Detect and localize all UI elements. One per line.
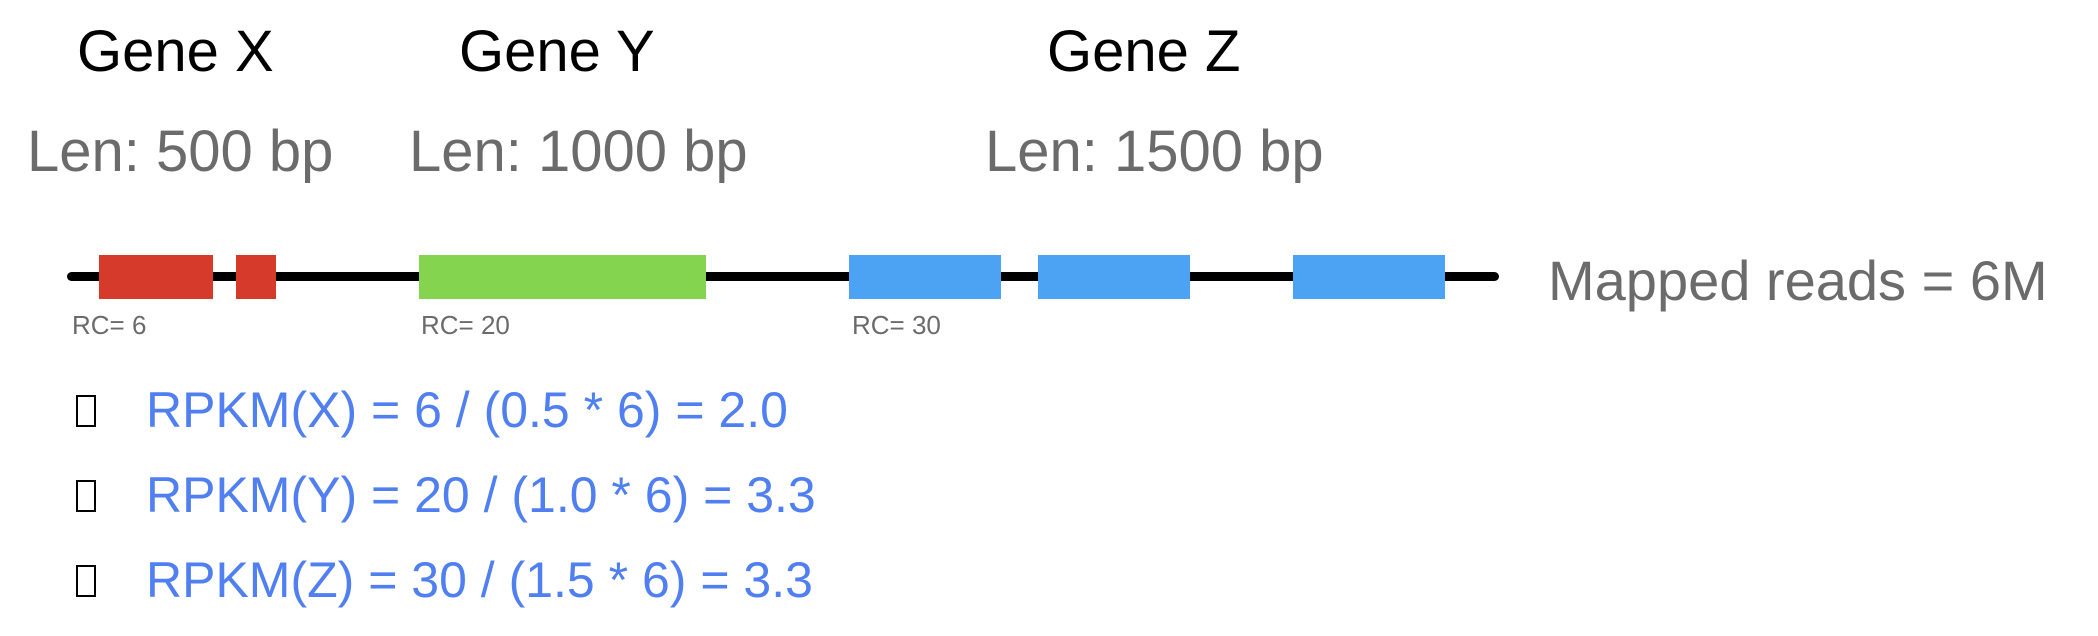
gene-z-exon bbox=[849, 255, 1001, 299]
gene-x-name: Gene X bbox=[77, 19, 274, 84]
bullet-icon bbox=[76, 395, 96, 427]
gene-z-name: Gene Z bbox=[1047, 19, 1241, 84]
gene-z-length: Len: 1500 bp bbox=[985, 119, 1324, 184]
mapped-reads-label: Mapped reads = 6M bbox=[1548, 249, 2048, 312]
rpkm-formula-x: RPKM(X) = 6 / (0.5 * 6) = 2.0 bbox=[146, 382, 788, 438]
gene-x-exon bbox=[99, 255, 213, 299]
gene-y-exon bbox=[419, 255, 706, 299]
gene-z-exon bbox=[1038, 255, 1190, 299]
bullet-icon bbox=[76, 480, 96, 512]
gene-y-length: Len: 1000 bp bbox=[409, 119, 748, 184]
gene-x-read-count: RC= 6 bbox=[72, 310, 147, 340]
bullet-icon bbox=[76, 565, 96, 597]
gene-y-name: Gene Y bbox=[459, 19, 655, 84]
chromosome-line bbox=[67, 272, 1499, 281]
gene-z-read-count: RC= 30 bbox=[852, 310, 941, 340]
rpkm-formula-z: RPKM(Z) = 30 / (1.5 * 6) = 3.3 bbox=[146, 552, 813, 608]
gene-z-exon bbox=[1293, 255, 1445, 299]
gene-x-exon bbox=[236, 255, 276, 299]
gene-x-length: Len: 500 bp bbox=[27, 119, 334, 184]
rpkm-formula-y: RPKM(Y) = 20 / (1.0 * 6) = 3.3 bbox=[146, 467, 816, 523]
gene-y-read-count: RC= 20 bbox=[421, 310, 510, 340]
